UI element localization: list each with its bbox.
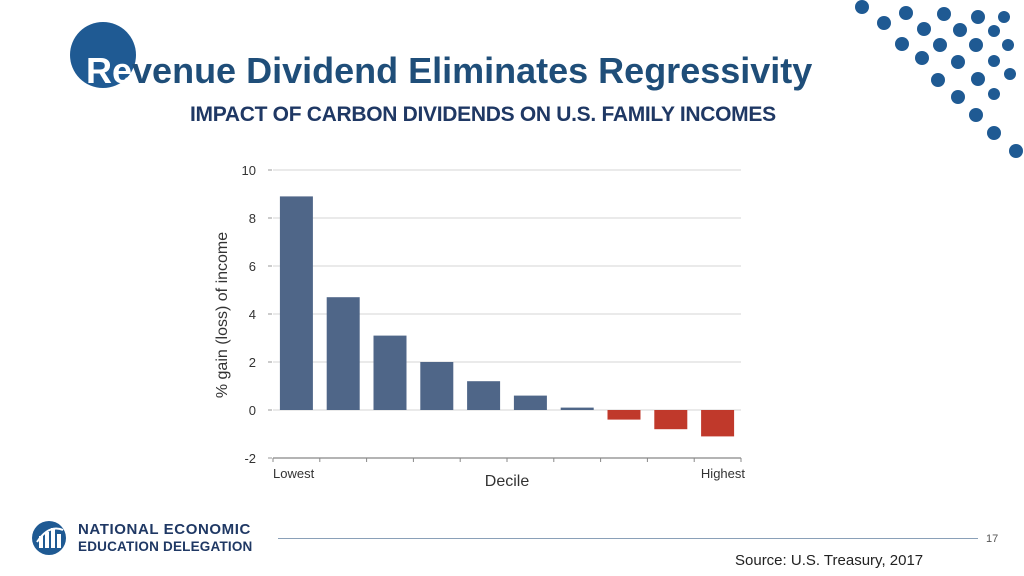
- bar-decile-6: [513, 395, 547, 410]
- title-prefix: Re: [86, 50, 133, 91]
- bar-decile-3: [373, 335, 407, 410]
- decorative-dots: [855, 0, 1023, 158]
- bar-decile-2: [326, 297, 360, 410]
- y-tick-label: 6: [249, 259, 256, 274]
- source-note: Source: U.S. Treasury, 2017: [735, 552, 924, 569]
- bar-decile-10: [701, 410, 735, 437]
- bar-decile-8: [607, 410, 641, 420]
- bar-decile-1: [279, 196, 313, 410]
- footer-divider: [278, 538, 978, 539]
- chart-title: IMPACT OF CARBON DIVIDENDS ON U.S. FAMIL…: [190, 103, 776, 126]
- bar-chart: -2 0 2 4 6 8 10 Lowest Highest Decile % gain (l…: [214, 163, 745, 490]
- logo-line-2: EDUCATION DELEGATION: [78, 539, 253, 554]
- logo-icon: [32, 521, 66, 555]
- x-label-highest: Highest: [701, 466, 745, 481]
- y-tick-label: 10: [242, 163, 256, 178]
- bar-decile-4: [420, 362, 454, 410]
- page-number: 17: [986, 533, 999, 545]
- x-axis-label: Decile: [485, 473, 530, 490]
- title-text: Revenue Dividend Eliminates Regressivity: [86, 53, 812, 89]
- y-tick-label: 4: [249, 307, 256, 322]
- y-tick-label: 8: [249, 211, 256, 226]
- y-tick-label: 2: [249, 355, 256, 370]
- x-label-lowest: Lowest: [273, 466, 315, 481]
- bar-decile-9: [654, 410, 688, 430]
- bar-decile-5: [467, 381, 501, 410]
- logo-line-1: NATIONAL ECONOMIC: [78, 521, 251, 538]
- title-rest: venue Dividend Eliminates Regressivity: [132, 50, 813, 91]
- bar-decile-7: [560, 407, 594, 410]
- y-tick-label: 0: [249, 403, 256, 418]
- y-axis-label: % gain (loss) of income: [214, 232, 231, 398]
- y-tick-label: -2: [244, 451, 256, 466]
- title-circle: [70, 22, 136, 88]
- logo: NATIONAL ECONOMIC EDUCATION DELEGATION: [30, 518, 270, 558]
